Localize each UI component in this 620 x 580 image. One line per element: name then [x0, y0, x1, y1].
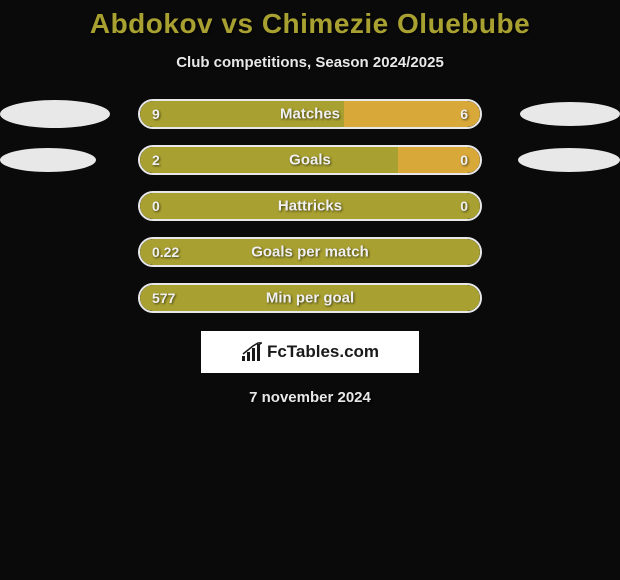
stat-row-goals: 20Goals — [0, 145, 620, 175]
comparison-card: Abdokov vs Chimezie Oluebube Club compet… — [0, 0, 620, 406]
stat-row-hattricks: 00Hattricks — [0, 191, 620, 221]
subtitle: Club competitions, Season 2024/2025 — [0, 54, 620, 71]
stat-bar-left-fill — [140, 239, 480, 265]
stat-row-matches: 96Matches — [0, 99, 620, 129]
stat-value-left: 0.22 — [152, 244, 179, 260]
stat-bar-track: 577Min per goal — [138, 283, 482, 313]
right-ellipse-icon — [518, 148, 620, 172]
stat-value-right: 0 — [460, 152, 468, 168]
stat-bar-left-fill — [140, 147, 398, 173]
stat-bar-track: 20Goals — [138, 145, 482, 175]
stat-bar-left-fill — [140, 193, 480, 219]
page-title: Abdokov vs Chimezie Oluebube — [0, 8, 620, 40]
stat-value-right: 0 — [460, 198, 468, 214]
stat-value-left: 2 — [152, 152, 160, 168]
brand-mark-icon — [241, 342, 263, 362]
stat-value-right: 6 — [460, 106, 468, 122]
right-ellipse-icon — [520, 102, 620, 126]
stat-bar-left-fill — [140, 285, 480, 311]
stat-bar-track: 00Hattricks — [138, 191, 482, 221]
stat-value-left: 0 — [152, 198, 160, 214]
left-ellipse-icon — [0, 148, 96, 172]
stat-bar-track: 0.22Goals per match — [138, 237, 482, 267]
stat-row-min-per-goal: 577Min per goal — [0, 283, 620, 313]
stat-row-goals-per-match: 0.22Goals per match — [0, 237, 620, 267]
brand-logo: FcTables.com — [241, 342, 379, 362]
stat-value-left: 577 — [152, 290, 175, 306]
stat-bar-left-fill — [140, 101, 344, 127]
stat-rows: 96Matches20Goals00Hattricks0.22Goals per… — [0, 99, 620, 313]
stat-bar-track: 96Matches — [138, 99, 482, 129]
left-ellipse-icon — [0, 100, 110, 128]
stat-value-left: 9 — [152, 106, 160, 122]
date-text: 7 november 2024 — [0, 389, 620, 406]
brand-logo-box[interactable]: FcTables.com — [201, 331, 419, 373]
brand-text: FcTables.com — [267, 342, 379, 362]
